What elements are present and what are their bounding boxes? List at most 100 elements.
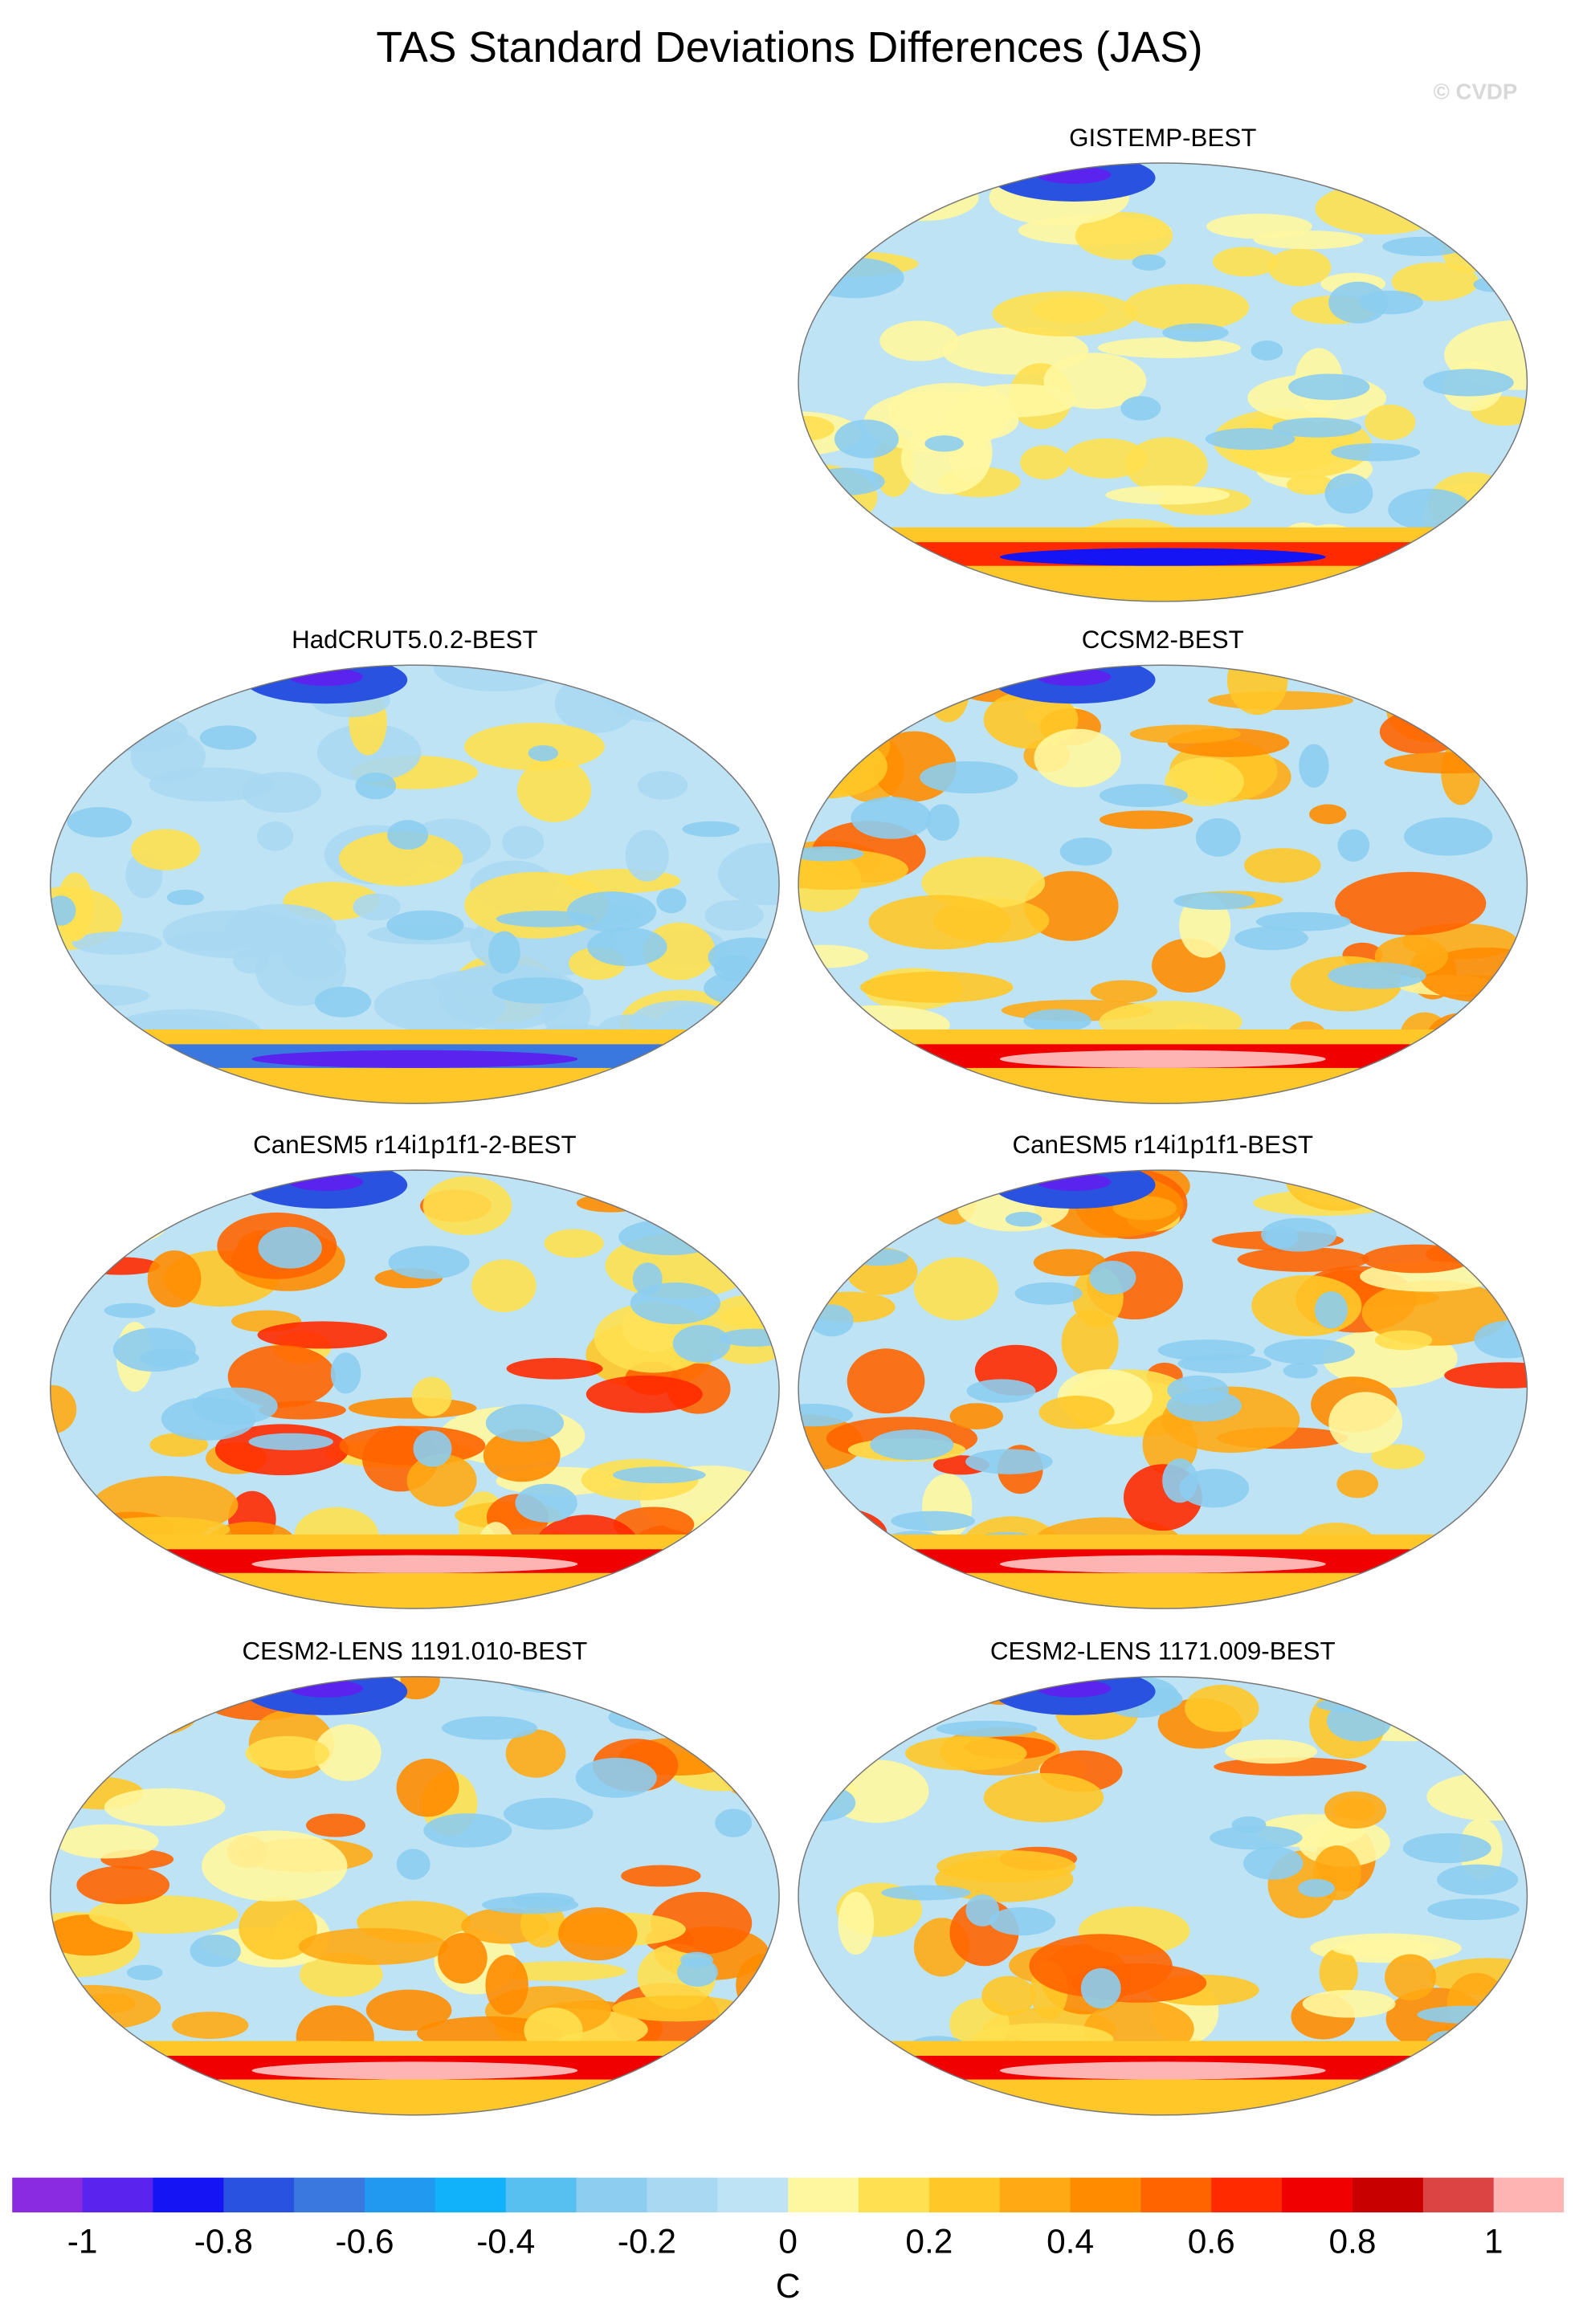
- map-blob: [805, 257, 904, 299]
- map-blob: [544, 1229, 604, 1258]
- map-outline: [798, 1676, 1528, 2116]
- map-blob: [566, 891, 657, 932]
- map-blob: [1417, 2005, 1515, 2024]
- map-blob: [924, 435, 964, 452]
- map-blob: [612, 1466, 706, 1484]
- map-blob: [618, 1219, 722, 1256]
- colorbar-tick-label: -0.6: [335, 2222, 394, 2260]
- map-blob: [1124, 437, 1208, 493]
- map-blob: [1335, 871, 1487, 936]
- map-blob: [1298, 665, 1354, 685]
- map-blob: [50, 1781, 78, 1825]
- map-blob: [1020, 445, 1070, 480]
- map-blob: [679, 1951, 714, 1968]
- map-blob: [190, 1935, 241, 1967]
- map-blob: [682, 821, 740, 838]
- colorbar-box: [1282, 2177, 1353, 2213]
- colorbar-box: [1140, 2177, 1212, 2213]
- map-blob: [870, 1429, 954, 1461]
- map-blob: [610, 2093, 647, 2115]
- map-blob: [492, 977, 584, 1004]
- colorbar-box: [576, 2177, 647, 2213]
- map-blob: [463, 723, 605, 771]
- map-blob: [1162, 323, 1229, 342]
- panel-title: CanESM5 r14i1p1f1-2-BEST: [253, 1131, 576, 1159]
- map-blob: [1460, 695, 1528, 724]
- map-blob: [810, 1170, 927, 1208]
- map-blob: [1302, 1989, 1396, 2018]
- map-blob: [704, 2089, 748, 2115]
- map-blob: [798, 1700, 880, 1763]
- map-blob: [881, 1885, 971, 1901]
- map-blob: [516, 758, 592, 822]
- map-field: [50, 665, 780, 1104]
- map-blob: [1449, 1036, 1528, 1087]
- map-blob: [71, 695, 155, 731]
- map-blob: [1328, 281, 1389, 324]
- map-blob: [94, 692, 126, 725]
- panel-title: CCSM2-BEST: [1082, 626, 1244, 654]
- map-blob: [672, 1324, 731, 1363]
- map-blob: [139, 1348, 199, 1368]
- map-blob: [999, 2061, 1326, 2080]
- map-blob: [1328, 962, 1426, 989]
- map-blob: [1346, 665, 1430, 679]
- map-blob: [1034, 728, 1121, 788]
- map-blob: [632, 1262, 663, 1296]
- map-blob: [1348, 665, 1487, 703]
- map-blob: [1426, 1013, 1501, 1067]
- map-blob: [50, 1499, 111, 1528]
- map-blob: [1036, 1679, 1112, 1698]
- map-blob: [512, 1892, 575, 1909]
- map-blob: [691, 1512, 780, 1565]
- map-blob: [608, 1703, 700, 1731]
- map-blob: [388, 1246, 470, 1279]
- map-blob: [926, 804, 960, 841]
- map-blob: [999, 1555, 1326, 1573]
- map-blob: [1036, 1172, 1112, 1191]
- map-blob: [483, 1429, 561, 1482]
- panel-title: HadCRUT5.0.2-BEST: [292, 626, 538, 654]
- panel-title: CESM2-LENS 1191.010-BEST: [243, 1637, 588, 1666]
- map-blob: [165, 932, 254, 952]
- map-blob: [355, 773, 397, 800]
- map-blob: [1315, 182, 1446, 235]
- map-blob: [798, 1237, 853, 1264]
- map-blob: [515, 1483, 577, 1523]
- map-blob: [1426, 1772, 1528, 1821]
- colorbar-tick-label: -0.4: [476, 2222, 535, 2260]
- map-blob: [129, 699, 170, 733]
- colorbar-box: [717, 2177, 789, 2213]
- colorbar-box: [928, 2177, 1001, 2213]
- colorbar-box: [294, 2177, 365, 2213]
- map-blob: [365, 1989, 452, 2031]
- map-field: [50, 1170, 780, 1609]
- colorbar-box: [11, 2177, 84, 2213]
- map-blob: [637, 1044, 772, 1104]
- map-blob: [879, 320, 959, 361]
- map-blob: [847, 1348, 925, 1414]
- map-blob: [504, 1676, 598, 1694]
- colorbar-box: [153, 2177, 224, 2213]
- map-blob: [981, 1975, 1036, 2016]
- map-blob: [798, 849, 909, 891]
- map-blob: [438, 1932, 488, 1984]
- map-blob: [839, 570, 940, 588]
- map-blob: [732, 1742, 780, 1763]
- map-field: [798, 1170, 1528, 1609]
- map-blob: [55, 1824, 159, 1859]
- map-blob: [1336, 1470, 1379, 1498]
- map-blob: [1075, 212, 1173, 260]
- map-blob: [1363, 577, 1490, 601]
- map-blob: [798, 415, 834, 441]
- map-field: [798, 163, 1528, 601]
- colorbar-tick-label: 0.8: [1329, 2222, 1377, 2260]
- map-blob: [1237, 1247, 1369, 1272]
- map-blob: [1471, 1682, 1514, 1716]
- map-blob: [1099, 810, 1193, 830]
- colorbar-box: [647, 2177, 718, 2213]
- map-blob: [798, 1720, 847, 1760]
- map-blob: [1195, 817, 1241, 857]
- colorbar-tick-label: 0.2: [905, 2222, 953, 2260]
- map-blob: [1157, 1339, 1255, 1361]
